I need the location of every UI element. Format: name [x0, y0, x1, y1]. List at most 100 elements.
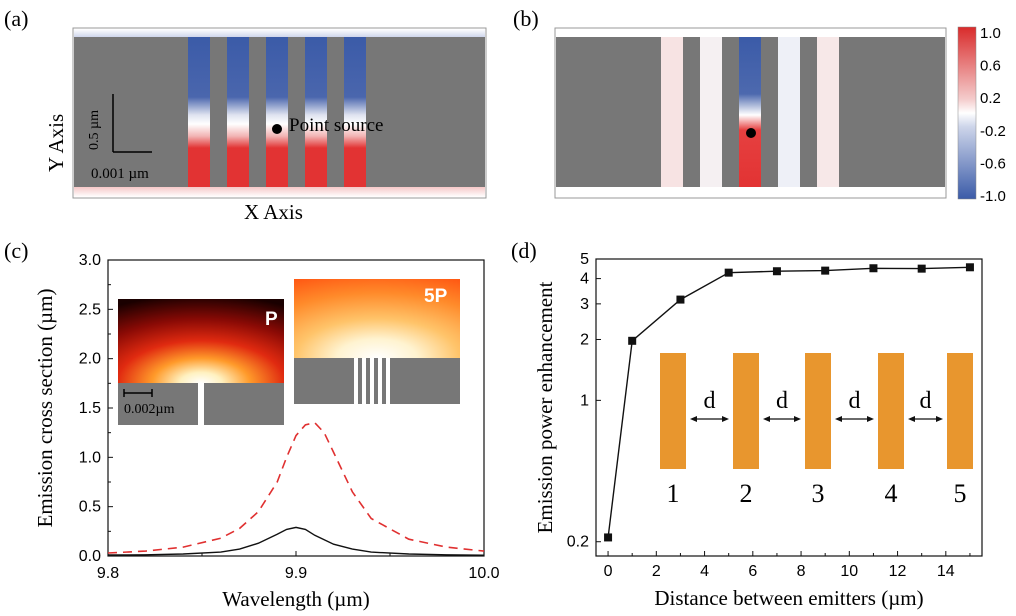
emitter-stripe: [661, 37, 683, 187]
series-line: [107, 526, 485, 556]
y-tick-label: 0.2: [567, 534, 589, 551]
emitter-stripe: [778, 37, 800, 187]
y-axis-label: Emission power enhancement: [533, 281, 557, 533]
panel-b: (b) 1.0 0.6 0.2 -0.2 -0.6 -1.0: [513, 6, 1006, 205]
arrow-head-right: [867, 416, 874, 422]
data-point: [724, 268, 733, 277]
point-source-marker: [272, 124, 282, 134]
panel-a: (a) Point source 0.5 µm 0.001 µm Y Axis …: [4, 6, 487, 224]
emitter-stripe: [817, 37, 839, 187]
y-tick-label: 5: [580, 251, 589, 268]
point-source-marker: [746, 128, 756, 138]
arrow-head-left: [835, 416, 842, 422]
x-tick-label: 6: [748, 563, 757, 580]
y-tick-label: 3: [580, 296, 589, 313]
inset-p-heatmap: [118, 299, 284, 383]
emitter-bar: [878, 353, 904, 469]
inset-5p-slit: [362, 358, 366, 404]
inset-5p-slit: [354, 358, 358, 404]
series-line-dashed: [107, 421, 485, 554]
arrow-head-left: [908, 416, 915, 422]
y-axis-label-a: Y Axis: [44, 114, 68, 172]
emitter-bar: [733, 353, 759, 469]
gap-label: d: [920, 388, 932, 414]
y-tick-label: 2.5: [79, 301, 101, 318]
colorbar-tick-label: 0.6: [980, 58, 1001, 75]
inset-p-slit: [198, 383, 204, 425]
emitter-stripe: [739, 37, 761, 187]
x-axis-label: Wavelength (µm): [222, 587, 369, 611]
arrow-head-left: [690, 416, 697, 422]
x-tick-label: 10.0: [468, 565, 499, 582]
panel-a-label: (a): [4, 6, 28, 31]
inset-p-scale-label: 0.002µm: [124, 402, 175, 417]
top-edge-a: [74, 29, 485, 37]
arrow-head-right: [794, 416, 801, 422]
colorbar: [957, 26, 977, 200]
inset-p: 0.002µm P: [118, 299, 284, 425]
y-tick-label: 1: [580, 392, 589, 409]
x-axis-label-a: X Axis: [244, 200, 303, 224]
emitter-bar: [805, 353, 831, 469]
colorbar-tick-label: -0.6: [980, 155, 1006, 172]
emitter-stripe: [266, 37, 288, 187]
x-tick-label: 14: [937, 563, 955, 580]
gap-label: d: [704, 388, 716, 414]
scale-vertical-label: 0.5 µm: [87, 110, 102, 150]
data-point: [676, 295, 685, 304]
emitter-bar: [660, 353, 686, 469]
emitter-number: 3: [812, 479, 825, 508]
data-point: [965, 263, 974, 272]
gap-label: d: [776, 388, 788, 414]
y-axis-label: Emission cross section (µm): [33, 289, 57, 528]
colorbar-ticks: 1.0 0.6 0.2 -0.2 -0.6 -1.0: [980, 25, 1006, 205]
gap-label: d: [849, 388, 861, 414]
data-point: [869, 264, 878, 273]
emitter-stripe: [227, 37, 249, 187]
emitter-stripe: [700, 37, 722, 187]
y-tick-label: 2: [580, 331, 589, 348]
inset-5p-slit: [378, 358, 382, 404]
inset-5p-slit: [370, 358, 374, 404]
inset-5p-label: 5P: [424, 286, 448, 307]
emitter-stripe: [344, 37, 366, 187]
y-tick-label: 4: [580, 271, 589, 288]
data-point: [772, 267, 781, 276]
emitter-schematic: 1 d 2 d 3 d 4 d 5: [660, 353, 973, 508]
emitter-number: 2: [740, 479, 753, 508]
scale-horizontal-label: 0.001 µm: [91, 166, 149, 182]
panel-c: (c) 9.8 9.9 10.0 0.0 0.5 1.0 1.5 2.0 2.5 3.0 Wavel…: [4, 238, 500, 611]
bottom-edge-a: [74, 187, 485, 197]
colorbar-tick-label: -0.2: [980, 123, 1006, 140]
emitter-number: 5: [954, 479, 967, 508]
colorbar-tick-label: 0.2: [980, 90, 1001, 107]
emitter-stripe: [188, 37, 210, 187]
inset-5p-heatmap: [294, 279, 460, 358]
x-tick-label: 8: [797, 563, 806, 580]
x-tick-label: 9.9: [285, 565, 307, 582]
emitter-number: 1: [667, 479, 680, 508]
inset-5p: 5P: [294, 279, 460, 404]
arrow-head-right: [936, 416, 943, 422]
y-tick-label: 3.0: [79, 252, 101, 269]
data-point: [628, 336, 637, 345]
x-tick-label: 9.8: [97, 565, 119, 582]
inset-5p-slit: [386, 358, 390, 404]
data-point: [917, 264, 926, 273]
inset-p-label: P: [265, 309, 278, 330]
panel-b-label: (b): [513, 6, 539, 31]
arrow-head-left: [763, 416, 770, 422]
y-tick-label: 2.0: [79, 351, 101, 368]
emitter-bar: [947, 353, 973, 469]
y-tick-label: 1.0: [79, 449, 101, 466]
x-tick-label: 12: [889, 563, 907, 580]
y-tick-label: 0.5: [79, 499, 101, 516]
data-point: [604, 533, 613, 542]
emitter-number: 4: [885, 479, 898, 508]
y-tick-label: 0.0: [79, 548, 101, 565]
plot-frame: [595, 258, 983, 557]
arrow-head-right: [722, 416, 729, 422]
